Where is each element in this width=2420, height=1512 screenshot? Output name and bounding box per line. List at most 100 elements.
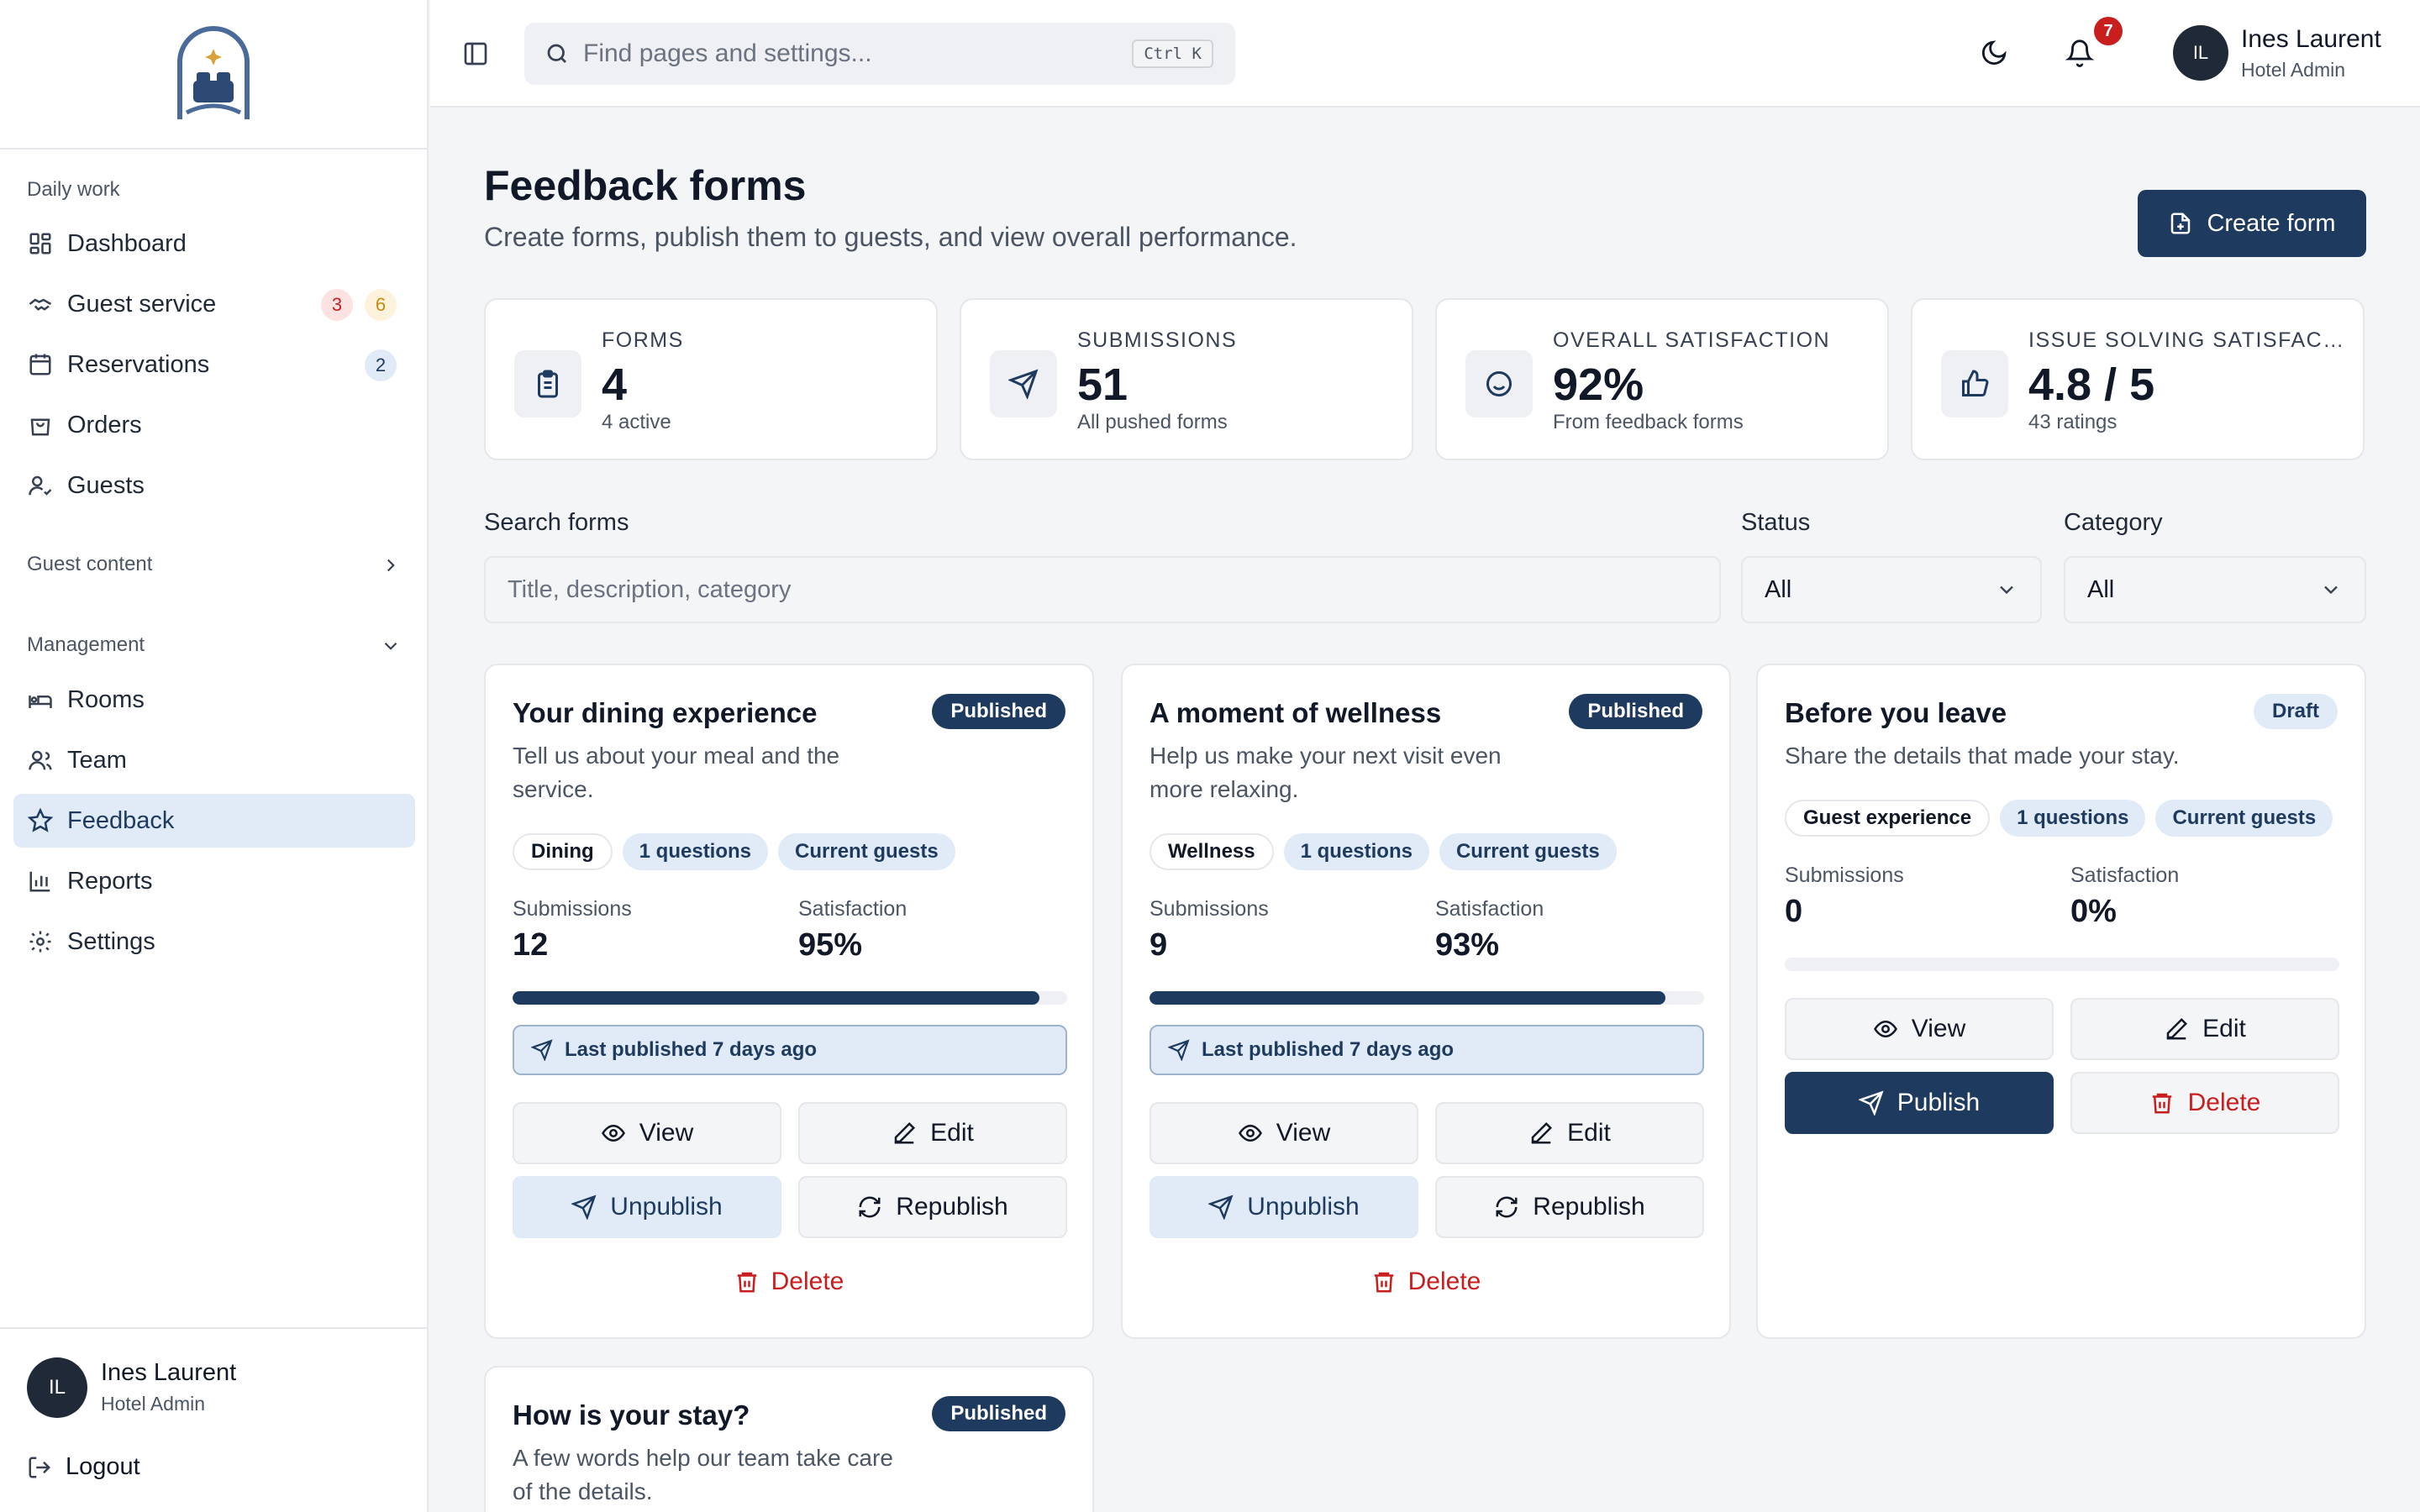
edit-button[interactable]: Edit (1435, 1102, 1704, 1164)
users-icon (27, 747, 54, 774)
tag-list: Wellness 1 questions Current guests (1150, 833, 1617, 870)
logout-button[interactable]: Logout (27, 1453, 140, 1481)
section-label: Management (27, 633, 145, 656)
stat-hint: 4 active (602, 411, 671, 433)
file-plus-icon (2168, 211, 2193, 236)
button-label: Republish (1533, 1193, 1645, 1221)
satisfaction-label: Satisfaction (798, 897, 908, 921)
sidebar-item-settings[interactable]: Settings (13, 915, 415, 969)
edit-button[interactable]: Edit (798, 1102, 1067, 1164)
button-label: Delete (1407, 1268, 1481, 1295)
view-button[interactable]: View (1785, 998, 2054, 1060)
sidebar-toggle-icon[interactable] (462, 40, 489, 67)
sidebar-item-rooms[interactable]: Rooms (13, 673, 415, 727)
button-label: Unpublish (1247, 1193, 1360, 1221)
sidebar-item-label: Guests (67, 471, 145, 499)
global-search[interactable]: Find pages and settings... Ctrl K (524, 23, 1235, 85)
sidebar-item-orders[interactable]: Orders (13, 398, 415, 452)
stat-card-submissions: SUBMISSIONS 51 All pushed forms (960, 298, 1413, 460)
button-label: Publish (1897, 1089, 1981, 1116)
bed-icon (27, 686, 54, 713)
satisfaction-progress-bar (1150, 991, 1704, 1005)
audience-tag: Current guests (2155, 800, 2333, 837)
send-icon (1858, 1090, 1884, 1116)
satisfaction-label: Satisfaction (1435, 897, 1544, 921)
send-icon (990, 350, 1057, 417)
progress-fill (513, 991, 1039, 1005)
chevron-down-icon (1995, 578, 2018, 601)
category-tag: Wellness (1150, 833, 1274, 870)
stat-value: 4 (602, 360, 628, 410)
sidebar-item-guest-service[interactable]: Guest service 3 6 (13, 277, 415, 331)
button-label: View (1276, 1119, 1331, 1147)
dashboard-icon (27, 230, 54, 257)
sidebar-item-guests[interactable]: Guests (13, 459, 415, 512)
button-label: Delete (2187, 1089, 2261, 1116)
delete-button[interactable]: Delete (1123, 1257, 1729, 1307)
stat-value: 92% (1553, 360, 1644, 410)
avatar[interactable]: IL (2173, 25, 2228, 81)
section-guest-content[interactable]: Guest content (27, 553, 402, 576)
progress-fill (1150, 991, 1665, 1005)
unpublish-button[interactable]: Unpublish (513, 1176, 781, 1238)
count-badge: 6 (365, 289, 397, 321)
submissions-label: Submissions (513, 897, 632, 921)
category-select[interactable]: All (2064, 556, 2366, 623)
search-forms-input[interactable]: Title, description, category (484, 556, 1721, 623)
button-label: Delete (771, 1268, 844, 1295)
republish-button[interactable]: Republish (798, 1176, 1067, 1238)
form-description: A few words help our team take care of t… (513, 1445, 893, 1504)
sidebar-item-dashboard[interactable]: Dashboard (13, 217, 415, 270)
trash-icon (2149, 1090, 2175, 1116)
status-label: Status (1741, 509, 1811, 536)
sidebar-item-reservations[interactable]: Reservations 2 (13, 338, 415, 391)
trash-icon (734, 1269, 760, 1294)
send-icon (531, 1039, 553, 1061)
stat-label: ISSUE SOLVING SATISFACT... (2028, 328, 2348, 352)
view-button[interactable]: View (1150, 1102, 1418, 1164)
avatar[interactable]: IL (27, 1357, 87, 1418)
star-icon (27, 807, 54, 834)
unpublish-button[interactable]: Unpublish (1150, 1176, 1418, 1238)
section-label: Guest content (27, 553, 153, 575)
trash-icon (1371, 1269, 1397, 1294)
pencil-icon (2164, 1016, 2189, 1042)
sidebar-item-team[interactable]: Team (13, 733, 415, 787)
submissions-value: 12 (513, 927, 549, 963)
last-published-notice: Last published 7 days ago (513, 1025, 1067, 1075)
delete-button[interactable]: Delete (2070, 1072, 2339, 1134)
publish-button[interactable]: Publish (1785, 1072, 2054, 1134)
questions-tag: 1 questions (622, 833, 769, 870)
status-select[interactable]: All (1741, 556, 2042, 623)
satisfaction-progress-bar (513, 991, 1067, 1005)
form-description: Share the details that made your stay. (1785, 743, 2180, 769)
form-title: Your dining experience (513, 697, 818, 728)
satisfaction-value: 95% (798, 927, 863, 963)
logo[interactable] (0, 0, 427, 150)
view-button[interactable]: View (513, 1102, 781, 1164)
hotel-logo-icon (173, 25, 254, 123)
logout-icon (27, 1455, 52, 1480)
tag-list: Guest experience 1 questions Current gue… (1785, 800, 2333, 837)
sidebar-item-reports[interactable]: Reports (13, 854, 415, 908)
category-value: All (2087, 575, 2115, 603)
notification-count-badge: 7 (2094, 17, 2123, 45)
republish-button[interactable]: Republish (1435, 1176, 1704, 1238)
stat-hint: 43 ratings (2028, 411, 2118, 433)
button-label: Edit (2202, 1015, 2246, 1042)
section-management[interactable]: Management (27, 633, 402, 657)
page-title: Feedback forms (484, 162, 807, 209)
sidebar-item-label: Reservations (67, 350, 210, 378)
dark-mode-toggle-icon[interactable] (1980, 39, 2008, 67)
user-role: Hotel Admin (101, 1393, 206, 1415)
delete-button[interactable]: Delete (486, 1257, 1092, 1307)
thumbs-up-icon (1941, 350, 2008, 417)
eye-icon (601, 1121, 626, 1146)
edit-button[interactable]: Edit (2070, 998, 2339, 1060)
sidebar-item-feedback[interactable]: Feedback (13, 794, 415, 848)
audience-tag: Current guests (778, 833, 955, 870)
create-form-button[interactable]: Create form (2138, 190, 2366, 257)
create-form-label: Create form (2207, 209, 2336, 237)
bell-icon[interactable] (2065, 39, 2094, 67)
stat-value: 51 (1077, 360, 1128, 410)
